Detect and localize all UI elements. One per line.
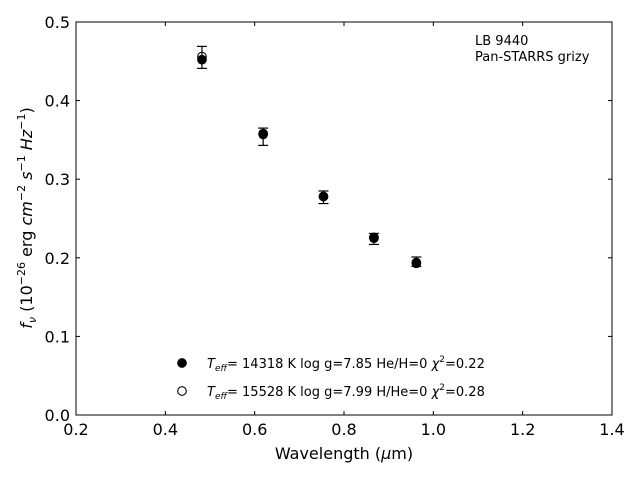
y-tick-label: 0.5	[45, 13, 70, 32]
model-point-open	[369, 233, 379, 243]
x-tick-label: 1.2	[510, 420, 535, 439]
x-tick-label: 0.6	[242, 420, 267, 439]
annotation: LB 9440 Pan-STARRS grizy	[475, 34, 590, 65]
data-marks	[196, 45, 422, 269]
y-tick-label: 0.0	[45, 406, 70, 425]
x-tick-label: 1.4	[599, 420, 624, 439]
annotation-line-2: Pan-STARRS grizy	[475, 50, 590, 65]
legend-label: Teff= 14318 K log g=7.85 He/H=0 χ2=0.22	[207, 355, 485, 374]
legend: Teff= 14318 K log g=7.85 He/H=0 χ2=0.22 T…	[177, 355, 485, 402]
model-point-open	[411, 258, 422, 269]
y-tick-label: 0.4	[45, 92, 70, 111]
legend-marker	[177, 358, 187, 368]
model-point-open	[258, 128, 269, 139]
y-axis-label: fν (10−26 erg cm−2 s−1 Hz−1)	[15, 107, 39, 328]
model-point-open	[318, 191, 329, 202]
y-tick-label: 0.2	[45, 249, 70, 268]
x-tick-label: 0.4	[153, 420, 178, 439]
x-tick-label: 0.8	[331, 420, 356, 439]
axis-ticks: 0.2 0.4 0.6 0.8 1.0 1.2 1.4 0.0 0.1 0.2 0.3 0.4 0.5	[45, 13, 625, 439]
model-point-open	[197, 51, 207, 62]
model-point-filled	[197, 54, 207, 65]
annotation-line-1: LB 9440	[475, 34, 528, 49]
legend-label: Teff= 15528 K log g=7.99 H/He=0 χ2=0.28	[207, 383, 485, 402]
y-tick-label: 0.3	[45, 170, 70, 189]
legend-marker	[177, 386, 187, 396]
x-tick-label: 0.2	[63, 420, 88, 439]
x-axis-label: Wavelength (μm)	[275, 444, 413, 463]
y-tick-label: 0.1	[45, 327, 70, 346]
x-tick-label: 1.0	[421, 420, 446, 439]
